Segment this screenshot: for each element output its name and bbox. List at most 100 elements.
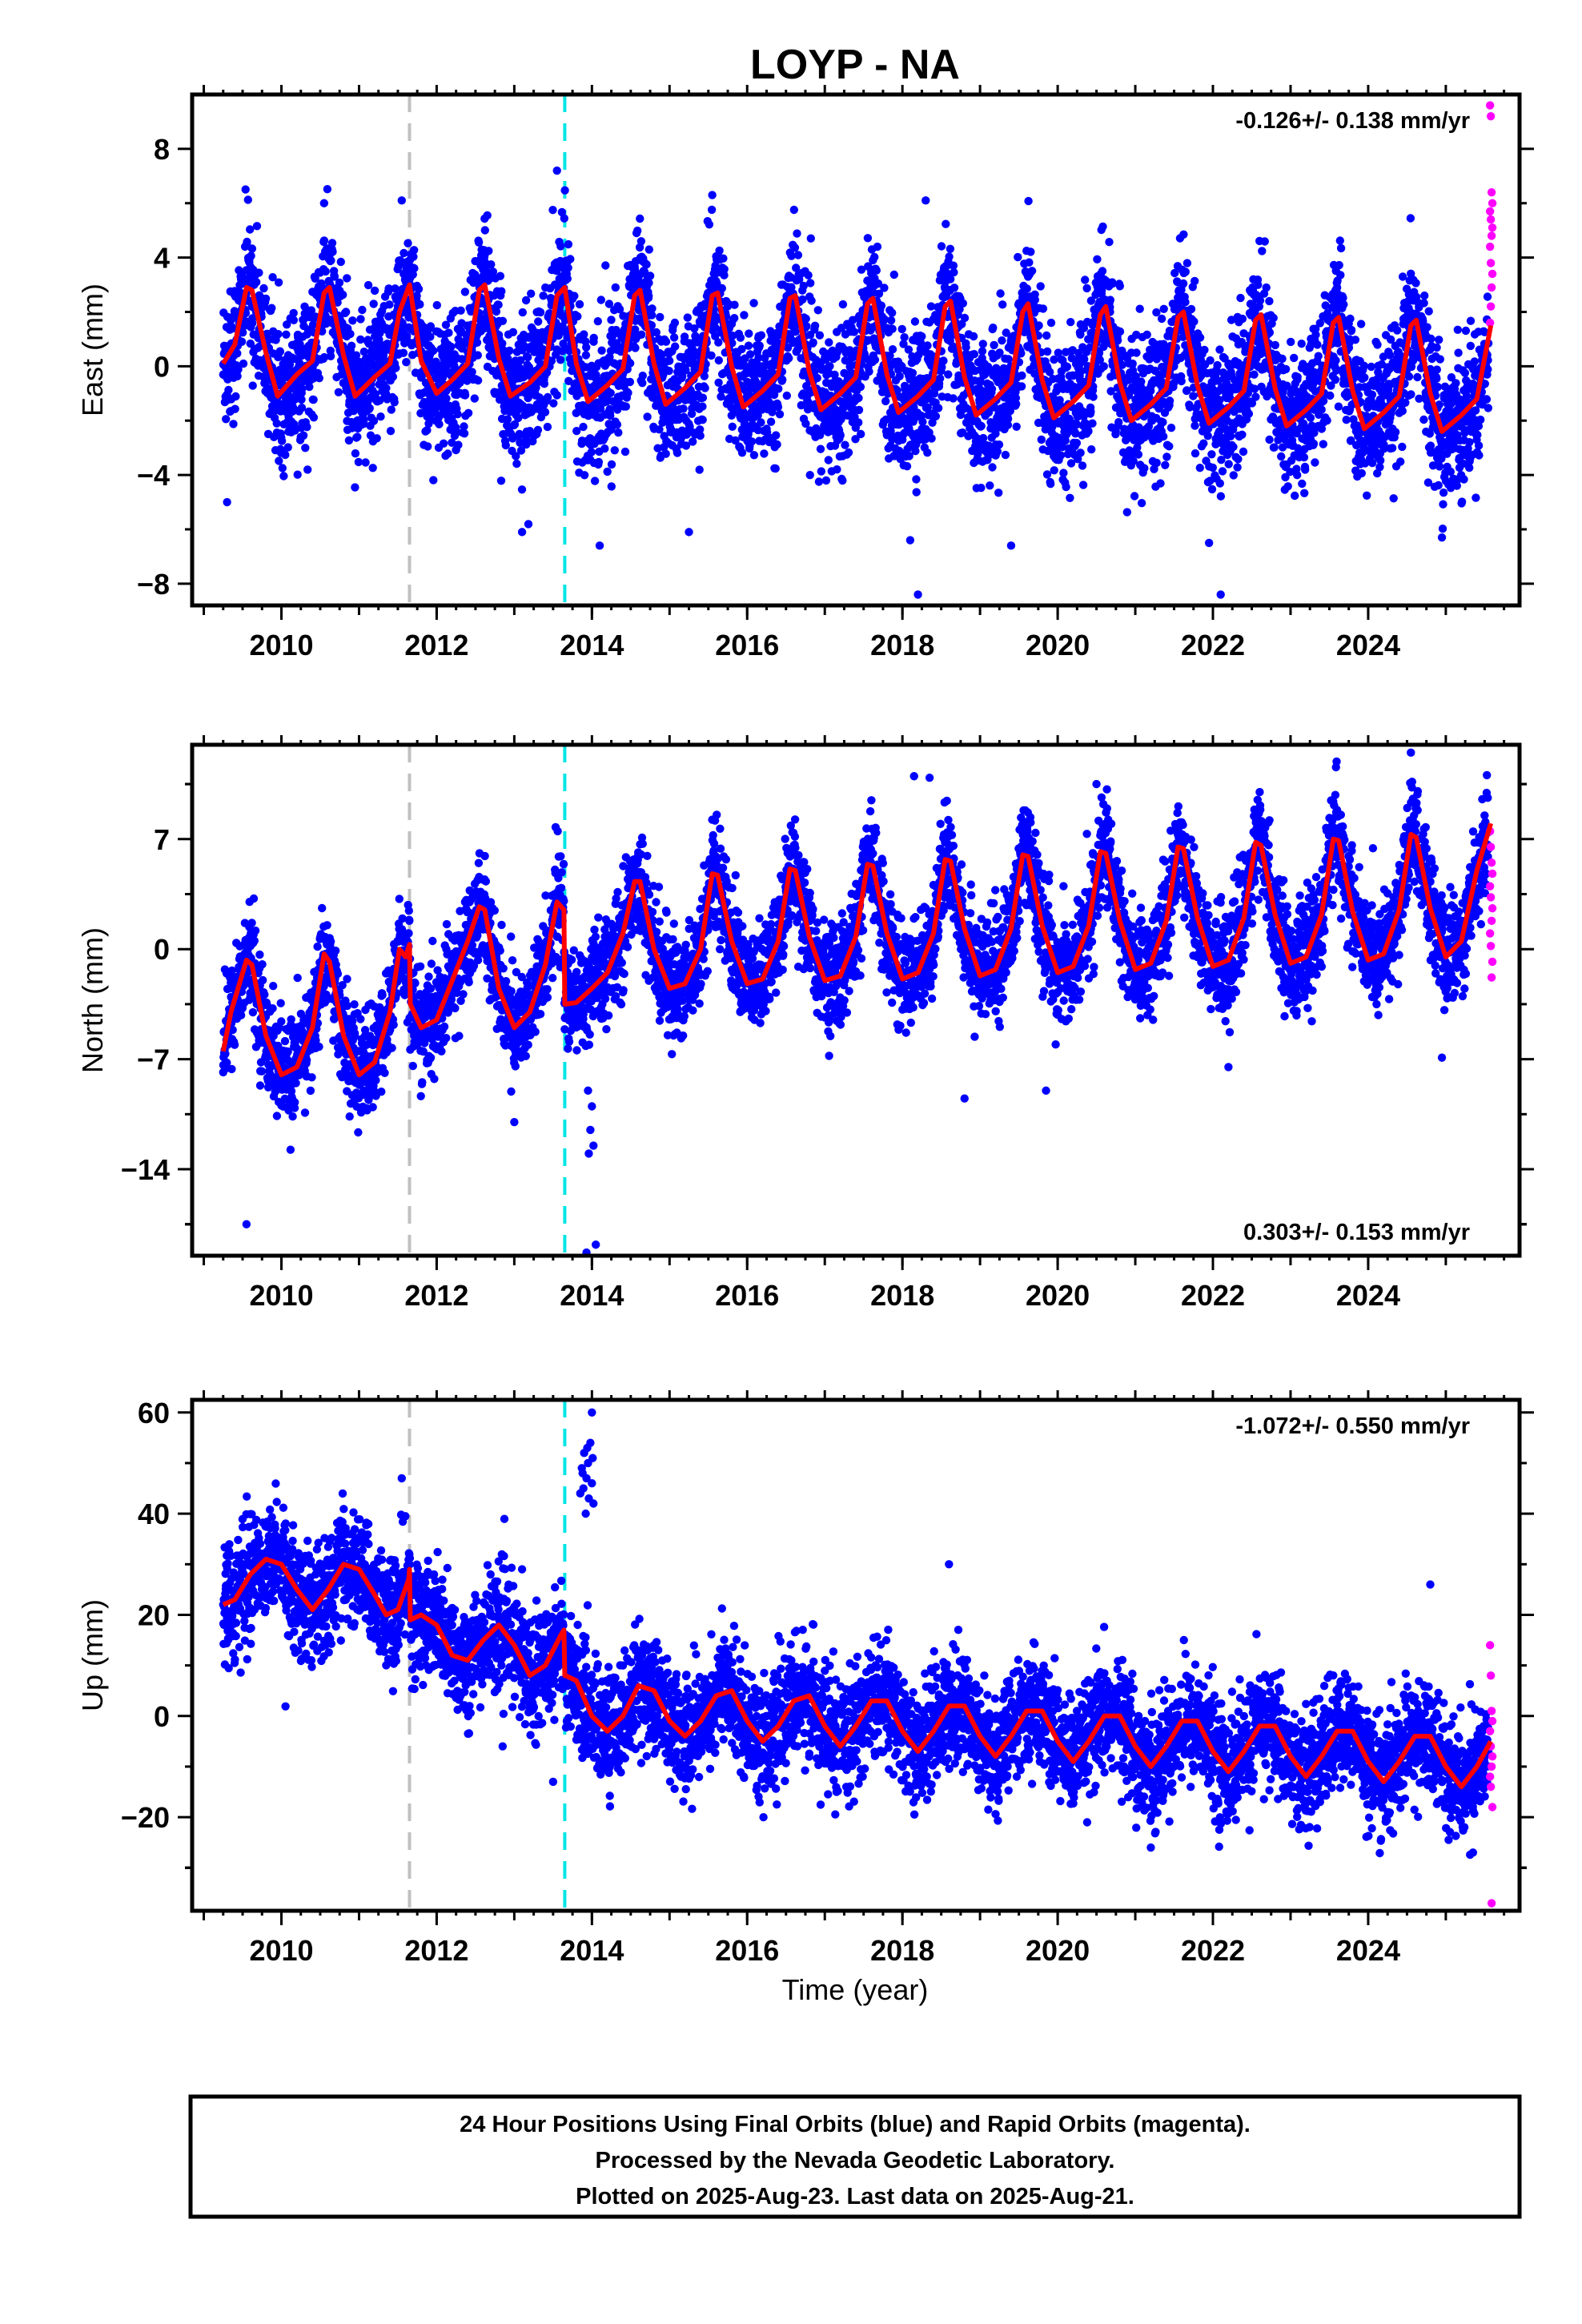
east-final-point bbox=[311, 274, 319, 283]
east-final-point bbox=[1216, 492, 1226, 501]
east-final-point bbox=[444, 328, 453, 337]
east-final-point bbox=[1082, 283, 1091, 293]
east-final-point bbox=[299, 431, 308, 440]
east-final-point bbox=[548, 206, 557, 215]
east-final-point bbox=[293, 470, 302, 479]
east-final-point bbox=[923, 341, 932, 350]
east-final-point bbox=[252, 222, 262, 231]
east-final-point bbox=[1250, 370, 1259, 379]
east-final-point bbox=[1162, 452, 1171, 461]
east-final-point bbox=[277, 436, 287, 445]
east-final-point bbox=[863, 234, 873, 243]
east-final-point bbox=[468, 368, 476, 376]
east-final-point bbox=[607, 482, 616, 491]
east-final-point bbox=[424, 442, 432, 451]
east-final-point bbox=[737, 448, 747, 457]
east-final-point bbox=[1215, 479, 1225, 488]
east-final-point bbox=[994, 489, 1003, 497]
east-final-point bbox=[391, 364, 400, 372]
east-final-point bbox=[247, 251, 255, 260]
east-final-point bbox=[856, 382, 865, 392]
east-final-point bbox=[696, 425, 705, 434]
east-final-point bbox=[801, 419, 810, 428]
east-final-point bbox=[698, 393, 708, 402]
east-final-point bbox=[736, 333, 745, 342]
east-final-point bbox=[962, 343, 970, 352]
east-final-point bbox=[307, 306, 316, 315]
east-final-point bbox=[1066, 318, 1075, 327]
east-final-point bbox=[1084, 427, 1093, 436]
east-final-point bbox=[606, 388, 615, 397]
east-final-point bbox=[678, 372, 687, 380]
east-final-point bbox=[854, 405, 864, 415]
east-final-point bbox=[1129, 456, 1138, 465]
east-final-point bbox=[309, 395, 318, 404]
east-final-point bbox=[426, 322, 436, 331]
east-final-point bbox=[730, 300, 739, 309]
east-final-point bbox=[1106, 387, 1115, 396]
east-final-point bbox=[1094, 348, 1104, 357]
east-final-point bbox=[927, 434, 936, 443]
east-final-point bbox=[268, 273, 277, 282]
east-final-point bbox=[1152, 308, 1161, 317]
east-final-point bbox=[1042, 331, 1051, 340]
east-final-point bbox=[745, 329, 753, 338]
east-final-point bbox=[791, 328, 800, 336]
east-final-point bbox=[621, 402, 630, 411]
east-final-point bbox=[416, 300, 424, 309]
east-final-point bbox=[1239, 447, 1248, 456]
east-final-point bbox=[680, 332, 689, 341]
east-final-point bbox=[539, 292, 548, 300]
east-final-point bbox=[573, 312, 582, 321]
east-final-point bbox=[426, 332, 435, 341]
east-final-point bbox=[946, 275, 955, 283]
east-final-point bbox=[717, 283, 726, 293]
east-final-point bbox=[1140, 464, 1149, 472]
east-final-point bbox=[414, 284, 424, 294]
east-final-point bbox=[472, 338, 482, 347]
east-final-point bbox=[773, 403, 783, 412]
east-final-point bbox=[707, 205, 717, 215]
east-final-point bbox=[549, 399, 558, 408]
east-final-point bbox=[275, 348, 285, 356]
east-final-point bbox=[1046, 318, 1056, 328]
east-final-point bbox=[720, 264, 729, 274]
east-final-point bbox=[552, 391, 561, 400]
east-final-point bbox=[1004, 355, 1013, 364]
east-final-point bbox=[1255, 296, 1265, 305]
east-final-point bbox=[636, 237, 646, 246]
east-final-point bbox=[934, 404, 943, 412]
east-final-point bbox=[931, 412, 941, 420]
east-final-point bbox=[661, 337, 671, 346]
east-final-point bbox=[807, 296, 816, 305]
east-final-point bbox=[810, 321, 820, 330]
east-final-point bbox=[946, 244, 955, 253]
east-final-point bbox=[521, 296, 531, 305]
east-final-point bbox=[1199, 439, 1208, 448]
east-final-point bbox=[949, 261, 958, 270]
east-final-point bbox=[1185, 403, 1195, 412]
east-final-point bbox=[737, 344, 746, 354]
east-final-point bbox=[815, 331, 825, 340]
east-final-point bbox=[441, 320, 451, 329]
east-final-point bbox=[958, 299, 968, 308]
east-final-point bbox=[1115, 327, 1125, 336]
east-final-point bbox=[1024, 196, 1033, 206]
east-plot-area bbox=[219, 94, 1497, 605]
east-final-point bbox=[1218, 467, 1227, 476]
east-final-point bbox=[283, 443, 292, 452]
east-final-point bbox=[1089, 392, 1098, 401]
east-final-point bbox=[308, 320, 318, 329]
east-final-point bbox=[1270, 443, 1279, 452]
east-final-point bbox=[391, 284, 400, 293]
east-final-point bbox=[351, 351, 361, 360]
east-final-point bbox=[814, 477, 824, 486]
east-final-point bbox=[782, 391, 791, 400]
east-final-point bbox=[987, 384, 997, 393]
east-final-point bbox=[505, 346, 514, 356]
east-final-point bbox=[745, 350, 755, 359]
east-final-point bbox=[874, 289, 884, 298]
east-final-point bbox=[728, 422, 737, 431]
east-final-point bbox=[532, 384, 540, 392]
east-final-point bbox=[303, 465, 312, 474]
